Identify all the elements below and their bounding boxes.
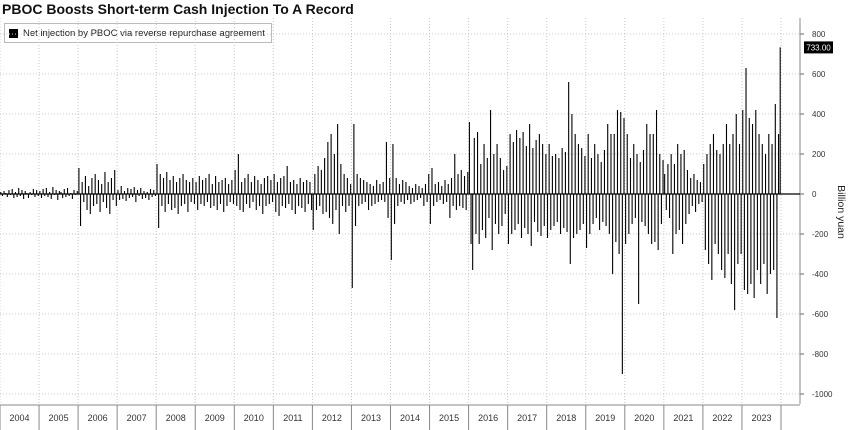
x-tick-label: 2012 (322, 413, 342, 423)
y-tick-label: -1000 (812, 390, 833, 399)
y-tick-label: 200 (812, 150, 826, 159)
legend-label: Net injection by PBOC via reverse repurc… (23, 27, 265, 39)
x-tick-label: 2013 (361, 413, 381, 423)
x-tick-label: 2023 (751, 413, 771, 423)
x-tick-label: 2014 (400, 413, 420, 423)
y-tick-label: 800 (812, 30, 826, 39)
x-tick-label: 2017 (517, 413, 537, 423)
x-tick-label: 2007 (127, 413, 147, 423)
y-axis-label: Billion yuan (835, 185, 847, 239)
chart-title: PBOC Boosts Short-term Cash Injection To… (2, 1, 354, 17)
x-tick-label: 2020 (634, 413, 654, 423)
y-tick-label: -800 (812, 350, 829, 359)
x-tick-label: 2009 (205, 413, 225, 423)
x-tick-label: 2004 (10, 413, 30, 423)
x-tick-label: 2021 (673, 413, 693, 423)
x-tick-label: 2011 (283, 413, 302, 423)
x-tick-label: 2008 (166, 413, 186, 423)
y-tick-label: -600 (812, 310, 829, 319)
x-tick-label: 2010 (244, 413, 264, 423)
y-tick-label: 400 (812, 110, 826, 119)
x-tick-label: 2015 (439, 413, 459, 423)
x-tick-label: 2005 (49, 413, 69, 423)
x-tick-label: 2018 (556, 413, 576, 423)
x-tick-label: 2019 (595, 413, 615, 423)
x-tick-label: 2022 (712, 413, 732, 423)
y-tick-label: 0 (812, 190, 817, 199)
y-tick-label: -200 (812, 230, 829, 239)
legend-swatch (9, 28, 18, 38)
chart-legend: Net injection by PBOC via reverse repurc… (4, 23, 272, 43)
y-tick-label: -400 (812, 270, 829, 279)
x-tick-label: 2006 (88, 413, 108, 423)
last-value-badge (804, 41, 833, 54)
last-value-label: 733.00 (806, 43, 831, 52)
y-tick-label: 600 (812, 70, 826, 79)
x-tick-label: 2016 (478, 413, 498, 423)
